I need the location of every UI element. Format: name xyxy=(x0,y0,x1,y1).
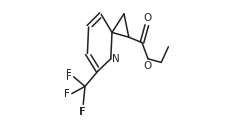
Text: F: F xyxy=(79,107,85,117)
Text: F: F xyxy=(64,89,70,99)
Text: F: F xyxy=(65,69,71,79)
Text: N: N xyxy=(112,54,120,64)
Text: F: F xyxy=(80,107,86,117)
Text: F: F xyxy=(63,89,69,99)
Text: O: O xyxy=(143,61,152,71)
Text: O: O xyxy=(144,13,152,23)
Text: F: F xyxy=(66,72,72,82)
